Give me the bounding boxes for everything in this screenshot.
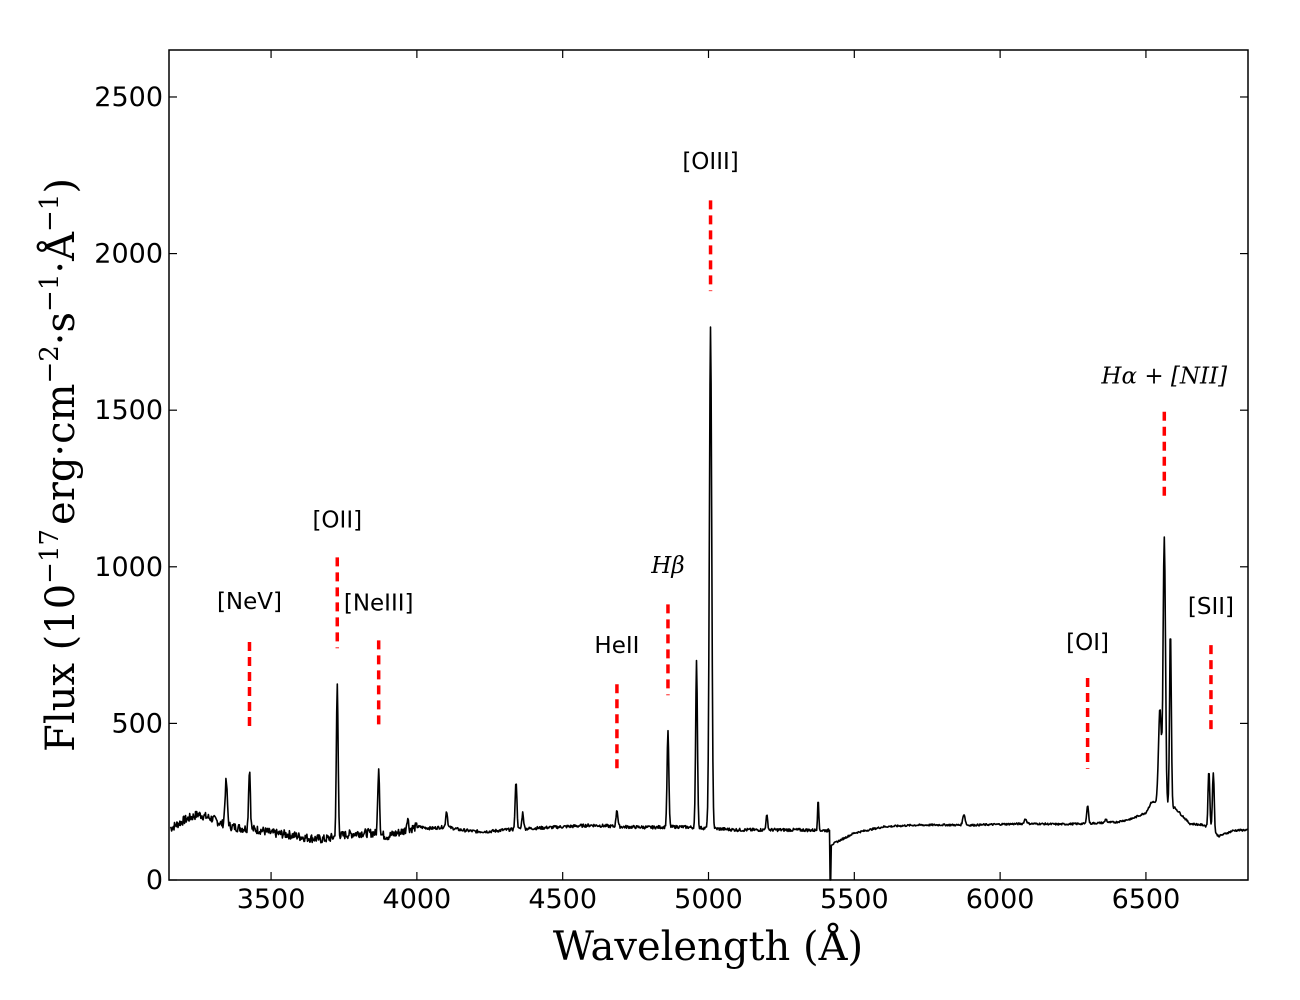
line-labels: [NeV] [OII] [NeIII] HeII Hβ [OIII] [OI] Hα + [N… [217,149,1234,659]
x-tick-label-1: 4000 [383,884,452,915]
x-tick-label-2: 4500 [528,884,597,915]
line-label-8: [SII] [1188,594,1234,620]
x-tick-label-0: 3500 [237,884,306,915]
line-label-6: [OI] [1066,630,1109,656]
line-markers [247,200,1213,772]
y-axis-title-exp1: −17 [35,529,65,584]
y-axis-title: Flux (10−17erg·cm−2·s−1·Å−1) [35,178,84,752]
y-axis-title-mid1: erg·cm [38,384,84,525]
y-tick-label-1: 500 [111,708,163,739]
y-axis-title-mid3: ·Å [37,231,84,274]
y-axis-title-tail: ) [38,178,84,194]
y-tick-label-2: 1000 [94,552,163,583]
line-label-5: [OIII] [682,149,738,175]
y-axis-title-exp2: −2 [35,345,65,383]
line-label-4: Hβ [650,553,684,579]
line-label-0: [NeV] [217,589,282,615]
y-tick-label-5: 2500 [94,82,163,113]
line-label-2: [NeIII] [344,591,414,617]
x-tick-label-4: 5500 [820,884,889,915]
y-tick-label-4: 2000 [94,239,163,270]
y-axis-title-mid2: ·s [38,312,84,345]
x-tick-label-3: 5000 [674,884,743,915]
y-tick-label-0: 0 [146,865,163,896]
line-label-3: HeII [594,633,639,659]
y-tick-label-3: 1500 [94,395,163,426]
x-tick-label-6: 6500 [1112,884,1181,915]
y-axis-title-exp3: −1 [35,274,65,312]
x-axis-title: Wavelength (Å) [553,923,863,970]
y-axis-title-lead: Flux (10 [38,584,84,752]
line-label-7: Hα + [NII] [1100,364,1227,390]
spectrum-line [169,326,1249,881]
x-tick-label-5: 6000 [966,884,1035,915]
axis-ticks: 3500 4000 4500 5000 5500 6000 6500 0 500 1000 1500… [94,50,1248,915]
y-axis-title-exp4: −1 [35,194,65,232]
line-label-1: [OII] [312,508,362,534]
